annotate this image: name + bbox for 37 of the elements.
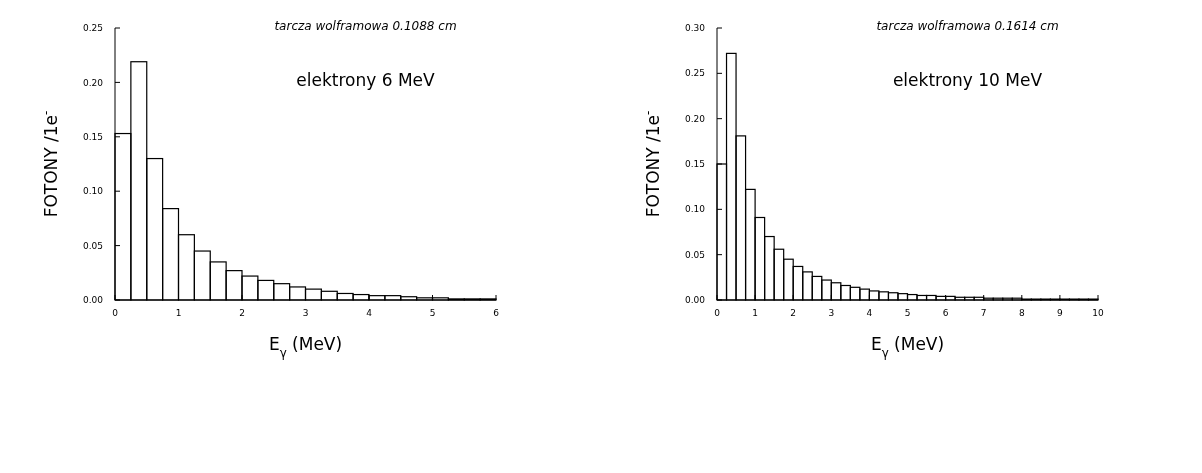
x-tick-label: 1 (752, 308, 758, 318)
x-tick-label: 4 (866, 308, 873, 318)
x-tick-label: 3 (302, 308, 309, 318)
y-tick-label: 0.10 (82, 186, 104, 197)
y-tick-label: 0.25 (684, 68, 705, 79)
annotation: elektrony 6 MeV (296, 70, 436, 90)
x-tick-label: 4 (366, 308, 373, 318)
y-tick-label: 0.05 (684, 249, 705, 260)
x-tick-label: 7 (980, 308, 987, 318)
y-tick-label: 0.20 (684, 113, 706, 124)
x-axis-title: E$_{γ}$ (MeV) (268, 334, 343, 360)
x-tick-label: 5 (904, 308, 911, 318)
y-tick-label: 0.25 (82, 23, 103, 34)
x-tick-label: 8 (1018, 308, 1025, 318)
x-tick-label: 2 (790, 308, 797, 318)
x-tick-label: 5 (429, 308, 436, 318)
x-tick-label: 10 (1092, 308, 1104, 318)
y-tick-label: 0.00 (684, 295, 706, 306)
x-tick-label: 0 (714, 308, 721, 318)
x-tick-label: 6 (942, 308, 949, 318)
x-tick-label: 2 (239, 308, 245, 318)
y-tick-label: 0.10 (684, 204, 706, 215)
x-tick-label: 9 (1057, 308, 1064, 318)
y-tick-label: 0.15 (684, 159, 705, 170)
chart-title: tarcza wolframowa 0.1614 cm (876, 19, 1059, 33)
annotation: elektrony 10 MeV (892, 70, 1043, 90)
y-tick-label: 0.20 (82, 77, 104, 88)
chart-title: tarcza wolframowa 0.1088 cm (274, 19, 457, 33)
y-tick-label: 0.00 (82, 295, 104, 306)
x-tick-label: 3 (828, 308, 835, 318)
x-tick-label: 0 (112, 308, 119, 318)
x-axis-title: E$_{γ}$ (MeV) (870, 334, 945, 360)
y-tick-label: 0.05 (82, 240, 103, 251)
y-tick-label: 0.15 (82, 131, 103, 142)
x-tick-label: 1 (175, 308, 182, 318)
y-tick-label: 0.30 (684, 23, 706, 34)
x-tick-label: 6 (493, 308, 500, 318)
